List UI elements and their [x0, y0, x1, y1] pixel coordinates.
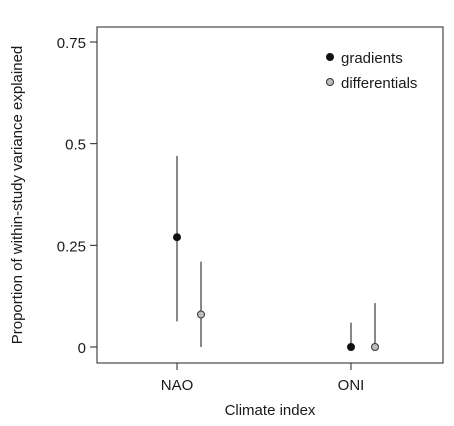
point-gradients [173, 233, 181, 242]
y-tick-label: 0 [78, 340, 86, 357]
x-tick-label: ONI [338, 377, 365, 394]
point-gradients [347, 343, 355, 351]
y-tick-label: 0.25 [57, 238, 86, 255]
legend-marker-gradients [326, 53, 334, 61]
y-tick-label: 0.5 [65, 137, 86, 154]
y-tick-label: 0.75 [57, 35, 86, 52]
legend-label-differentials: differentials [341, 75, 417, 92]
legend-marker-differentials [326, 78, 334, 86]
x-tick-label: NAO [161, 377, 194, 394]
x-axis-label: Climate index [225, 402, 316, 419]
x-axis: NAO ONI [161, 363, 365, 394]
y-axis: 0 0.25 0.5 0.75 [57, 27, 98, 363]
legend-label-gradients: gradients [341, 50, 403, 67]
y-axis-label: Proportion of within-study variance expl… [9, 46, 26, 345]
point-differentials [371, 343, 379, 351]
legend: gradients differentials [326, 50, 417, 92]
point-differentials [197, 310, 205, 319]
data-marks [173, 155, 379, 351]
